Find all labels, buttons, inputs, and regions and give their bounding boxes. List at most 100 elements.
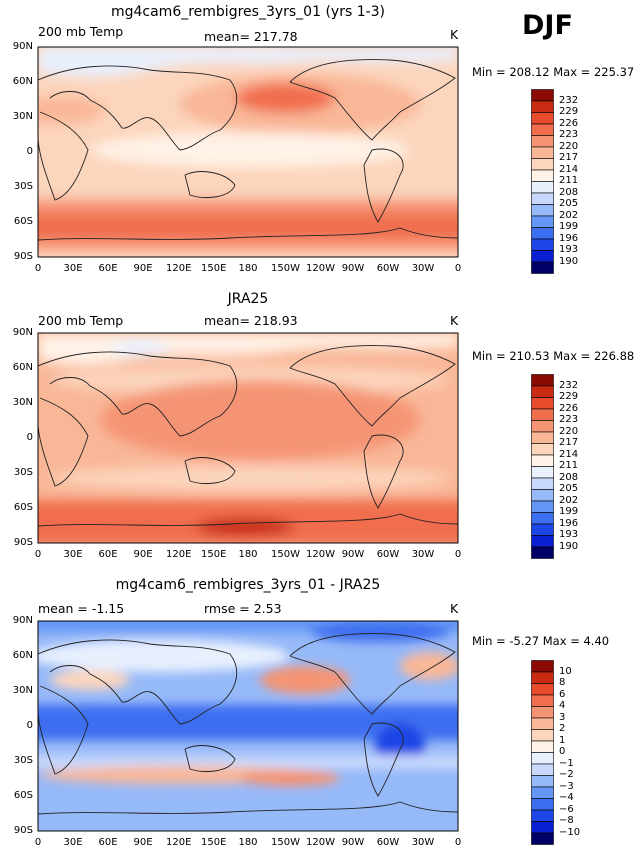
panel-2-labelbar-level: 193 [559,529,579,540]
labelbar-swatch [531,158,554,171]
panel-1-coast-samerica [363,148,404,223]
panel-1-labelbar-level: 214 [559,163,579,175]
panel-2-labelbar-level: 220 [559,425,579,437]
panel-3-x-tick-label: 150W [271,837,300,848]
panel-3-y-tick-label: 30N [12,685,33,696]
panel-3-rmse-label: rmse = 2.53 [204,601,282,616]
panel-2-y-tick-label: 60N [12,362,33,373]
labelbar-swatch [531,489,554,502]
panel-2-y-tick-label: 90N [12,327,33,338]
panel-1-y-tick-label: 60S [13,216,33,227]
panel-1-labelbar-level: 193 [559,244,579,255]
panel-3-title: mg4cam6_rembigres_3yrs_01 - JRA25 [115,577,381,593]
panel-3-coast-antarctica [38,801,458,815]
panel-3-coast-australia [184,745,236,772]
panel-3-x-tick-label: 60E [98,837,118,848]
labelbar-swatch [531,809,554,822]
panel-3-minmax: Min = -5.27 Max = 4.40 [472,634,610,648]
panel-1-coast-africa [38,111,89,201]
panel-3-labelbar-level: 4 [559,700,566,711]
panel-3-labelbar-level: 3 [559,711,566,723]
labelbar-swatch [531,227,554,240]
panel-3-x-tick-label: 0 [34,837,42,848]
labelbar-swatch [531,181,554,194]
panel-2-x-tick-label: 0 [34,549,42,560]
labelbar-swatch [531,374,554,387]
panel-3-coast-samerica [363,722,404,797]
panel-2-labelbar-level: 211 [559,460,579,471]
panel-1-labelbar-level: 211 [559,175,579,186]
panel-3-labelbar-level: 2 [559,723,566,734]
panel-2-labelbar-level: 205 [559,483,579,494]
panel-3-x-tick-label: 180 [238,837,258,848]
panel-1-jet-core [235,83,335,113]
panel-3-mean-label: mean = -1.15 [38,601,125,616]
panel-1-x-tick-label: 60W [376,263,400,274]
panel-3-y-tick-label: 90N [12,615,33,626]
labelbar-swatch [531,546,554,559]
panel-1-x-tick-label: 90E [133,263,153,274]
labelbar-swatch [531,717,554,730]
labelbar-swatch [531,215,554,228]
panel-2-coast-samerica [363,434,404,509]
panel-1-mean-label: mean= 217.78 [204,29,298,44]
panel-2-coast-eurasia [38,351,238,437]
panel-3-units-label: K [450,601,459,616]
labelbar-swatch [531,89,554,102]
labelbar-swatch [531,192,554,205]
panel-3-labelbar-level: 8 [559,677,566,688]
panel-2-labelbar-level: 232 [559,379,579,391]
panel-1-x-tick-label: 0 [454,263,462,274]
panel-3-coast-namerica [289,633,456,715]
panel-3-labelbar-level: −1 [559,757,574,769]
panel-3-labelbar-level: 10 [559,665,572,677]
panel-2-variable-label: 200 mb Temp [38,313,124,328]
panel-1-x-tick-label: 30E [63,263,83,274]
panel-2-units-label: K [450,313,459,328]
panel-2-x-tick-label: 30E [63,549,83,560]
panel-1-labelbar-level: 199 [559,221,579,232]
panel-3-x-tick-label: 30E [63,837,83,848]
panel-3-atlantic-warm [400,652,458,680]
panel-3-southern-warm-2 [240,770,340,786]
panel-1-title: mg4cam6_rembigres_3yrs_01 (yrs 1-3) [110,4,386,20]
panel-2-labelbar-level: 202 [559,494,579,506]
panel-2-x-tick-label: 150W [271,549,300,560]
panel-1-x-tick-label: 150E [201,263,227,274]
labelbar-swatch [531,832,554,845]
labelbar-swatch [531,135,554,148]
panel-3-labelbar-level: 6 [559,688,566,700]
panel-1-labelbar-level: 208 [559,186,579,198]
panel-2-labelbar-level: 229 [559,391,579,402]
panel-2-x-tick-label: 150E [201,549,227,560]
panel-3-labelbar-level: −10 [559,826,581,838]
panel-2-x-tick-label: 60W [376,549,400,560]
labelbar-swatch [531,238,554,251]
panel-3-labelbar-level: −2 [559,769,574,780]
labelbar-swatch [531,775,554,788]
panel-1-labelbar-level: 202 [559,209,579,221]
labelbar-swatch [531,250,554,263]
panel-3-x-tick-label: 120W [306,837,335,848]
panel-1-labelbar-level: 232 [559,94,579,106]
panel-2-labelbar-level: 226 [559,402,579,414]
panel-3-asia-warm [50,670,130,690]
labelbar-swatch [531,454,554,467]
panel-3-labelbar-level: −8 [559,815,574,826]
panel-3-labelbar [531,660,554,845]
panel-3-y-tick-label: 60S [13,790,33,801]
panel-2-y-tick-label: 0 [26,432,33,443]
panel-2-labelbar-level: 223 [559,414,579,425]
panel-3-labelbar-level: −6 [559,803,574,815]
panel-2-labelbar-level: 199 [559,506,579,517]
panel-2-x-tick-label: 90E [133,549,153,560]
labelbar-swatch [531,420,554,433]
labelbar-swatch [531,798,554,811]
panel-1-labelbar-level: 190 [559,255,579,267]
panel-1-x-tick-label: 120E [166,263,192,274]
panel-1-coast-namerica [289,59,456,141]
panel-1-minmax: Min = 208.12 Max = 225.37 [472,65,635,79]
panel-3-x-tick-label: 0 [454,837,462,848]
